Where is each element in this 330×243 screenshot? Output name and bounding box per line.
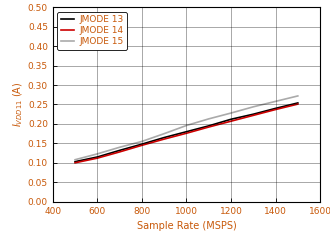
Line: JMODE 13: JMODE 13 xyxy=(75,103,298,162)
JMODE 15 xyxy=(117,146,121,149)
JMODE 13 xyxy=(162,136,166,139)
JMODE 14 xyxy=(229,120,233,123)
JMODE 13 xyxy=(140,143,144,146)
JMODE 15 xyxy=(229,112,233,114)
JMODE 13 xyxy=(296,102,300,104)
JMODE 14 xyxy=(162,138,166,140)
JMODE 14 xyxy=(73,161,77,164)
JMODE 14 xyxy=(274,108,278,111)
JMODE 14 xyxy=(251,114,255,117)
JMODE 15 xyxy=(140,140,144,143)
JMODE 14 xyxy=(117,150,121,153)
JMODE 15 xyxy=(184,124,188,127)
JMODE 14 xyxy=(296,103,300,105)
JMODE 13 xyxy=(274,107,278,110)
JMODE 14 xyxy=(184,132,188,135)
JMODE 14 xyxy=(140,144,144,147)
JMODE 13 xyxy=(229,118,233,121)
JMODE 14 xyxy=(95,157,99,160)
Line: JMODE 14: JMODE 14 xyxy=(75,104,298,163)
Legend: JMODE 13, JMODE 14, JMODE 15: JMODE 13, JMODE 14, JMODE 15 xyxy=(57,12,127,50)
JMODE 13 xyxy=(251,113,255,116)
JMODE 15 xyxy=(95,152,99,155)
JMODE 15 xyxy=(207,117,211,120)
Y-axis label: $I_{VDD11}$ (A): $I_{VDD11}$ (A) xyxy=(12,82,25,127)
JMODE 15 xyxy=(73,158,77,161)
JMODE 13 xyxy=(184,130,188,133)
JMODE 15 xyxy=(274,100,278,103)
JMODE 15 xyxy=(251,105,255,108)
JMODE 14 xyxy=(207,126,211,129)
JMODE 15 xyxy=(296,95,300,97)
Line: JMODE 15: JMODE 15 xyxy=(75,96,298,160)
JMODE 13 xyxy=(73,160,77,163)
JMODE 13 xyxy=(95,156,99,158)
JMODE 13 xyxy=(117,149,121,152)
JMODE 13 xyxy=(207,124,211,127)
JMODE 15 xyxy=(162,132,166,135)
X-axis label: Sample Rate (MSPS): Sample Rate (MSPS) xyxy=(137,221,236,231)
